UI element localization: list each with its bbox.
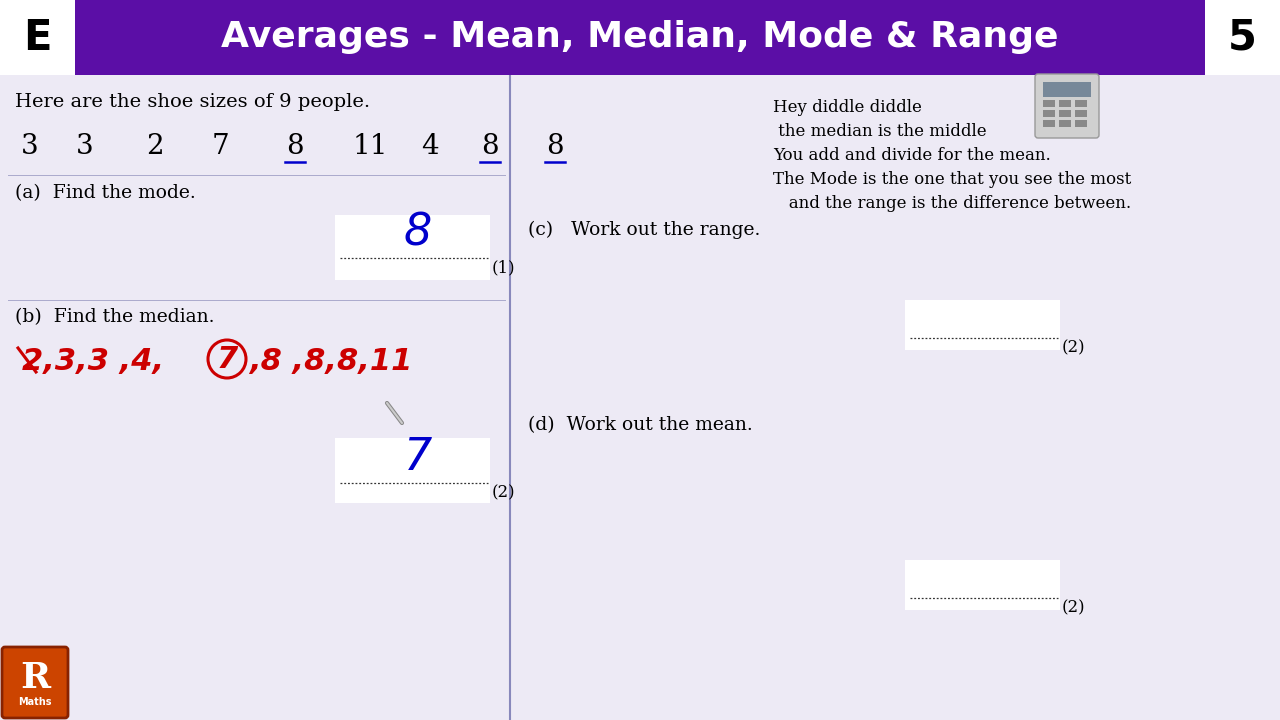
FancyBboxPatch shape: [0, 0, 76, 75]
Text: (c)   Work out the range.: (c) Work out the range.: [529, 221, 760, 239]
FancyBboxPatch shape: [1075, 100, 1087, 107]
Text: (2): (2): [1062, 600, 1085, 616]
Text: Here are the shoe sizes of 9 people.: Here are the shoe sizes of 9 people.: [15, 93, 370, 111]
Text: 8: 8: [287, 133, 303, 161]
FancyBboxPatch shape: [905, 560, 1060, 610]
Text: 2: 2: [146, 133, 164, 161]
Text: 5: 5: [1228, 17, 1257, 58]
Text: 3: 3: [77, 133, 93, 161]
FancyBboxPatch shape: [1204, 0, 1280, 75]
FancyBboxPatch shape: [335, 438, 490, 503]
FancyBboxPatch shape: [0, 75, 1280, 720]
FancyBboxPatch shape: [3, 647, 68, 718]
FancyBboxPatch shape: [1043, 120, 1055, 127]
Text: 11: 11: [352, 133, 388, 161]
Text: 8: 8: [547, 133, 563, 161]
Text: (b)  Find the median.: (b) Find the median.: [15, 308, 215, 326]
Text: Hey diddle diddle: Hey diddle diddle: [773, 99, 922, 117]
FancyBboxPatch shape: [335, 215, 490, 280]
Text: 7: 7: [211, 133, 229, 161]
Text: 7: 7: [403, 436, 433, 479]
Text: 8: 8: [403, 212, 433, 254]
FancyBboxPatch shape: [1059, 110, 1071, 117]
Text: Averages - Mean, Median, Mode & Range: Averages - Mean, Median, Mode & Range: [221, 20, 1059, 55]
Text: and the range is the difference between.: and the range is the difference between.: [773, 196, 1132, 212]
Text: Maths: Maths: [18, 697, 51, 707]
FancyBboxPatch shape: [1075, 110, 1087, 117]
Text: (1): (1): [492, 259, 516, 276]
Text: 3: 3: [22, 133, 38, 161]
Text: (2): (2): [1062, 340, 1085, 356]
Text: The Mode is the one that you see the most: The Mode is the one that you see the mos…: [773, 171, 1132, 189]
Text: (d)  Work out the mean.: (d) Work out the mean.: [529, 416, 753, 434]
Text: (a)  Find the mode.: (a) Find the mode.: [15, 184, 196, 202]
FancyBboxPatch shape: [1043, 100, 1055, 107]
FancyBboxPatch shape: [0, 0, 1280, 75]
FancyBboxPatch shape: [1059, 120, 1071, 127]
Text: 2,3,3 ,4,: 2,3,3 ,4,: [22, 348, 164, 377]
FancyBboxPatch shape: [1043, 110, 1055, 117]
Text: the median is the middle: the median is the middle: [773, 124, 987, 140]
FancyBboxPatch shape: [1059, 100, 1071, 107]
Text: ,8 ,8,8,11: ,8 ,8,8,11: [250, 348, 412, 377]
Text: 8: 8: [481, 133, 499, 161]
FancyBboxPatch shape: [1043, 82, 1091, 97]
Text: R: R: [20, 661, 50, 695]
Text: You add and divide for the mean.: You add and divide for the mean.: [773, 148, 1051, 164]
Text: (2): (2): [492, 485, 516, 502]
Text: 4: 4: [421, 133, 439, 161]
FancyBboxPatch shape: [1036, 74, 1100, 138]
FancyBboxPatch shape: [905, 300, 1060, 350]
FancyBboxPatch shape: [1075, 120, 1087, 127]
Text: E: E: [23, 17, 51, 58]
Text: 7: 7: [216, 344, 238, 374]
